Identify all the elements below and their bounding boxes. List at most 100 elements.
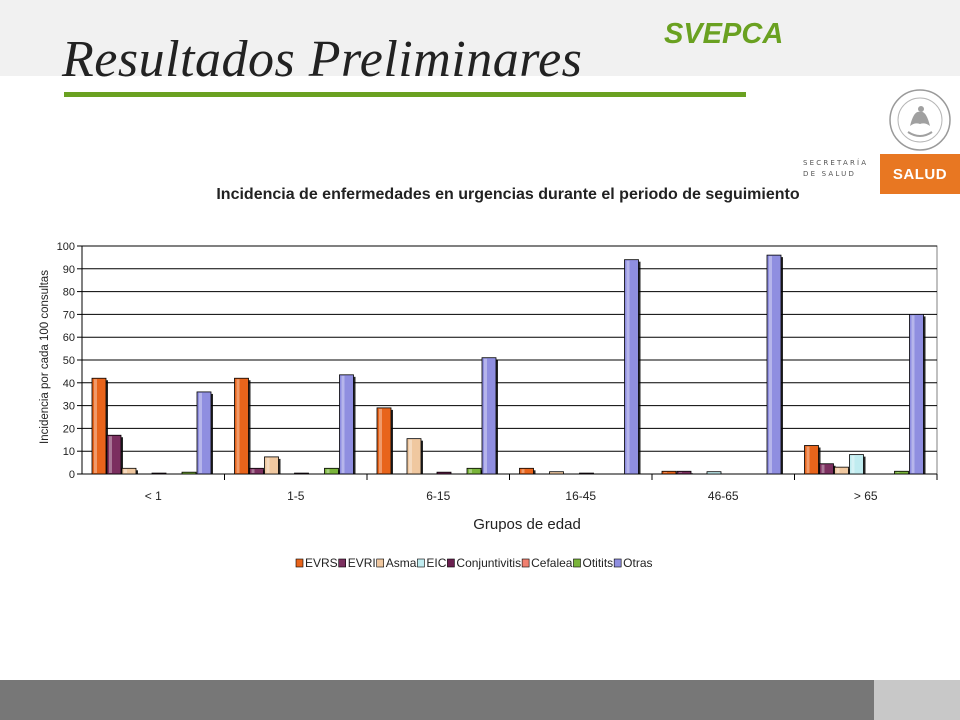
bar (624, 259, 639, 475)
bar (91, 377, 107, 475)
bar-highlight (851, 455, 855, 473)
bar (819, 463, 834, 475)
bar (376, 407, 392, 475)
header-band (0, 0, 880, 76)
legend-swatch (338, 558, 346, 568)
bar (406, 438, 422, 475)
bar (234, 377, 249, 475)
y-axis-title: Incidencia por cada 100 consultas (39, 270, 51, 444)
bar-highlight (769, 256, 772, 473)
x-tick-label: 46-65 (708, 489, 739, 503)
bar (324, 467, 339, 475)
bar (196, 391, 212, 475)
legend-swatch (295, 558, 304, 568)
bar (121, 467, 137, 475)
bar (294, 472, 309, 475)
bar (466, 467, 482, 475)
ministry-line-1: SECRETARÍA (803, 159, 869, 167)
bar (436, 471, 452, 475)
footer-bar-right (874, 680, 960, 720)
y-tick-label: 100 (57, 241, 75, 253)
bar (661, 470, 677, 475)
bar (579, 472, 594, 475)
bar (849, 454, 864, 475)
bar (481, 357, 497, 475)
legend-label: Cefalea (531, 556, 573, 570)
bar (706, 471, 722, 475)
legend-swatch (613, 558, 622, 568)
x-tick-label: 16-45 (565, 489, 596, 503)
bar (676, 470, 692, 475)
footer-bar (0, 680, 874, 720)
chart-title: Incidencia de enfermedades en urgencias … (216, 186, 800, 203)
legend-swatch (521, 558, 530, 568)
legend-label: EVRS (305, 556, 338, 570)
salud-badge: SALUD (880, 154, 960, 194)
y-tick-label: 20 (63, 423, 75, 435)
bar (249, 467, 264, 475)
legend-label: EIC (426, 556, 446, 570)
legend-label: EVRI (348, 556, 376, 570)
bar-highlight (109, 436, 112, 473)
bar-highlight (341, 375, 345, 473)
y-tick-label: 30 (63, 401, 75, 413)
bar-highlight (896, 472, 900, 473)
legend-label: Asma (386, 556, 417, 570)
salud-label: SALUD (892, 165, 948, 183)
bar-highlight (836, 468, 840, 473)
bar (834, 466, 849, 475)
y-tick-label: 80 (63, 287, 75, 299)
legend-swatch (447, 558, 455, 568)
bar (339, 374, 354, 475)
bar (909, 313, 924, 475)
bar (106, 434, 122, 475)
ministry-label: SECRETARÍA DE SALUD (803, 158, 879, 180)
x-tick-label: 6-15 (426, 489, 450, 503)
ministry-line-2: DE SALUD (803, 170, 857, 178)
y-tick-label: 0 (69, 469, 75, 481)
bar-highlight (806, 446, 810, 473)
y-tick-label: 40 (63, 378, 75, 390)
right-panel-top (880, 0, 960, 76)
bar-highlight (409, 439, 412, 473)
bar (804, 445, 819, 475)
x-tick-label: > 65 (854, 489, 878, 503)
bar (519, 467, 534, 475)
bar-highlight (94, 379, 97, 473)
legend-swatch (376, 558, 385, 568)
legend-swatch (417, 558, 425, 568)
bar-highlight (911, 315, 915, 473)
bar-highlight (626, 260, 630, 473)
y-tick-label: 90 (63, 264, 75, 276)
y-tick-label: 10 (63, 446, 75, 458)
coat-of-arms-icon (889, 89, 951, 151)
bar (264, 456, 279, 475)
bar-highlight (326, 469, 330, 473)
bar-highlight (251, 469, 255, 473)
bar (181, 471, 197, 475)
bar-highlight (266, 457, 270, 473)
y-tick-label: 60 (63, 332, 75, 344)
legend-label: Conjuntivitis (456, 556, 521, 570)
bar-highlight (199, 392, 202, 473)
bar-highlight (664, 472, 667, 473)
bar-highlight (379, 408, 382, 473)
y-tick-label: 70 (63, 309, 75, 321)
legend-swatch (573, 558, 581, 568)
brand-label: SVEPCA (664, 18, 784, 50)
legend-label: Otitits (582, 556, 613, 570)
title-underline (64, 92, 746, 97)
bar (894, 470, 909, 475)
bar-highlight (236, 379, 240, 473)
bar-highlight (124, 469, 127, 473)
bar-highlight (484, 358, 487, 473)
x-tick-label: 1-5 (287, 489, 305, 503)
bar (549, 471, 564, 475)
y-tick-label: 50 (63, 355, 75, 367)
bar-highlight (821, 464, 825, 473)
bar-highlight (469, 469, 472, 473)
legend-label: Otras (623, 556, 652, 570)
slide-title: Resultados Preliminares (62, 31, 583, 88)
bar-highlight (679, 472, 682, 473)
